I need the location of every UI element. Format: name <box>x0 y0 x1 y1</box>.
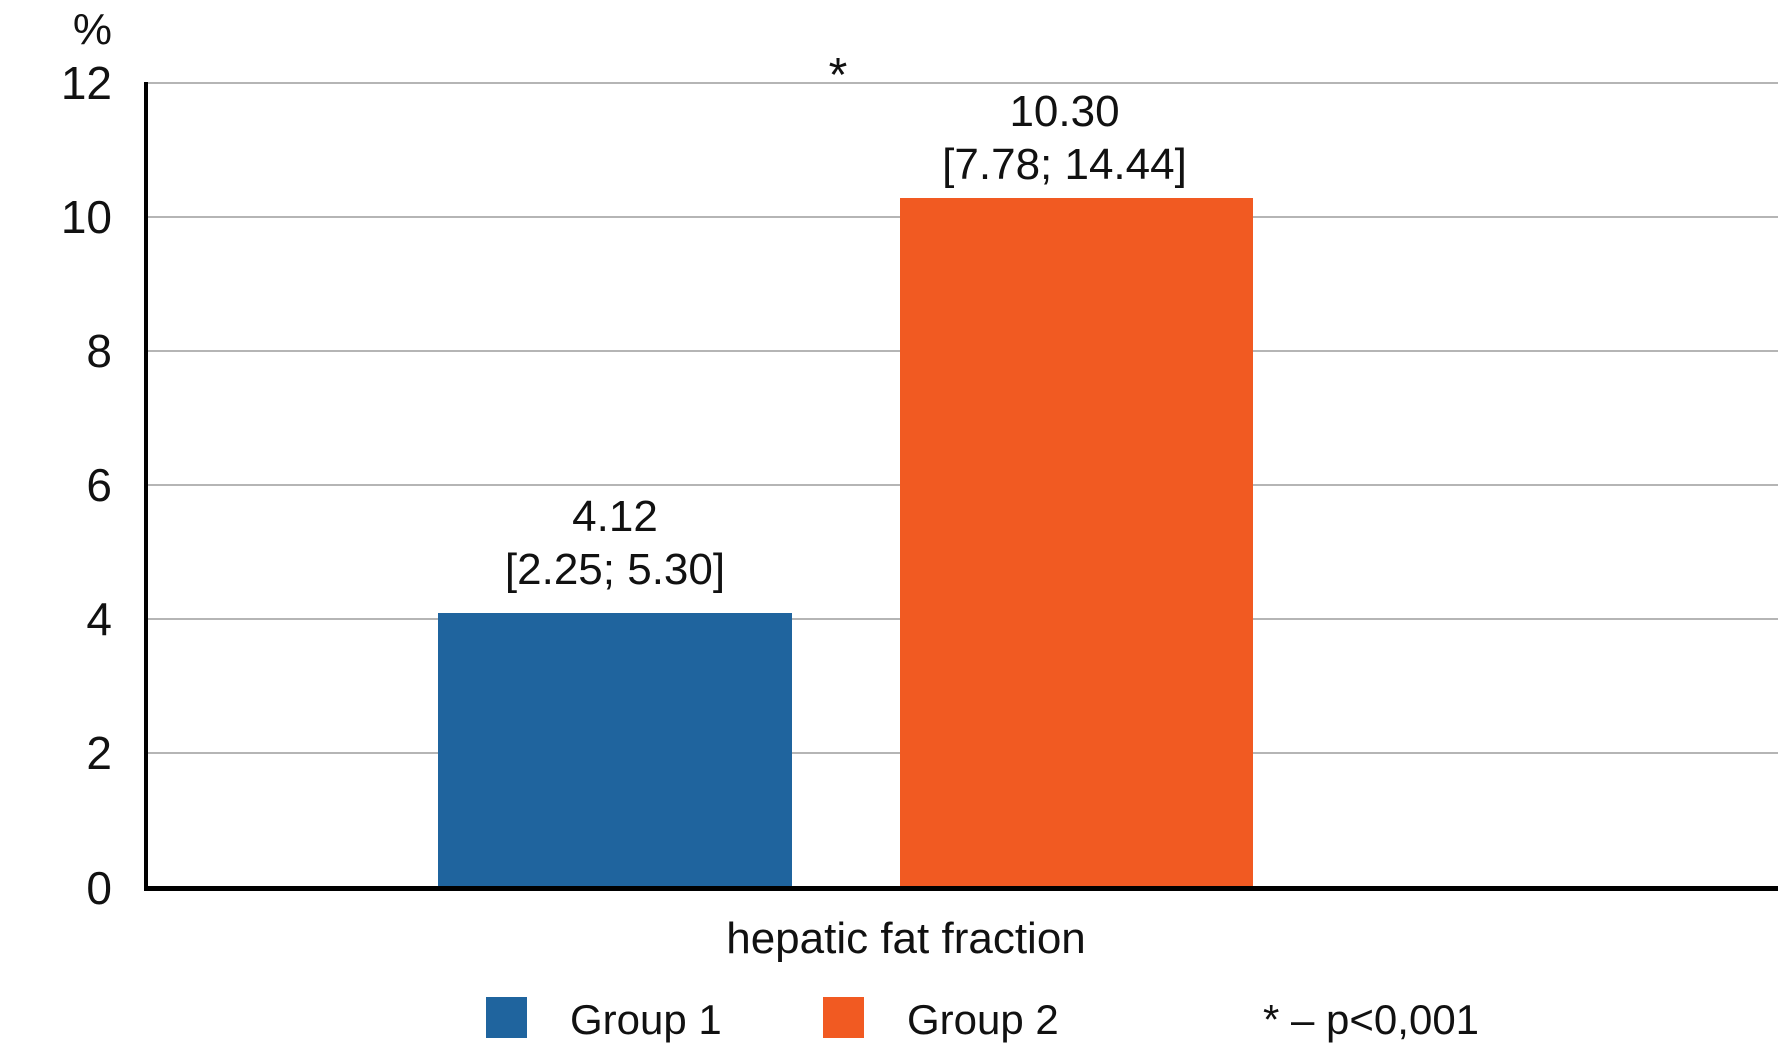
y-tick-label-8: 8 <box>86 325 112 377</box>
legend-swatch-group1 <box>486 997 527 1038</box>
bar-group2-value-labels: 10.30 [7.78; 14.44] <box>888 85 1241 191</box>
legend-label-group2: Group 2 <box>907 996 1059 1043</box>
bar-group2-ci-label: [7.78; 14.44] <box>942 140 1187 189</box>
significance-footnote: * – p<0,001 <box>1263 996 1480 1043</box>
bar-group1-mean-label: 4.12 <box>572 492 658 541</box>
y-axis-unit-label: % <box>72 5 112 54</box>
y-tick-label-4: 4 <box>86 593 112 645</box>
y-tick-label-6: 6 <box>86 459 112 511</box>
legend-label-group1: Group 1 <box>570 996 722 1043</box>
x-axis-category-label: hepatic fat fraction <box>726 914 1086 963</box>
x-axis-line <box>144 886 1778 891</box>
y-tick-label-0: 0 <box>86 862 112 914</box>
bar-group2 <box>900 198 1253 886</box>
legend-swatch-group2 <box>823 997 864 1038</box>
y-tick-label-2: 2 <box>86 727 112 779</box>
bar-group2-mean-label: 10.30 <box>1009 87 1120 136</box>
y-axis-line <box>144 82 148 891</box>
bar-group1-value-labels: 4.12 [2.25; 5.30] <box>438 490 792 596</box>
y-tick-label-12: 12 <box>60 57 112 109</box>
gridline-12 <box>146 82 1778 84</box>
y-tick-label-10: 10 <box>60 191 112 243</box>
bar-group1 <box>438 613 792 886</box>
bar-group1-ci-label: [2.25; 5.30] <box>504 545 726 594</box>
significance-asterisk: * <box>828 49 848 102</box>
